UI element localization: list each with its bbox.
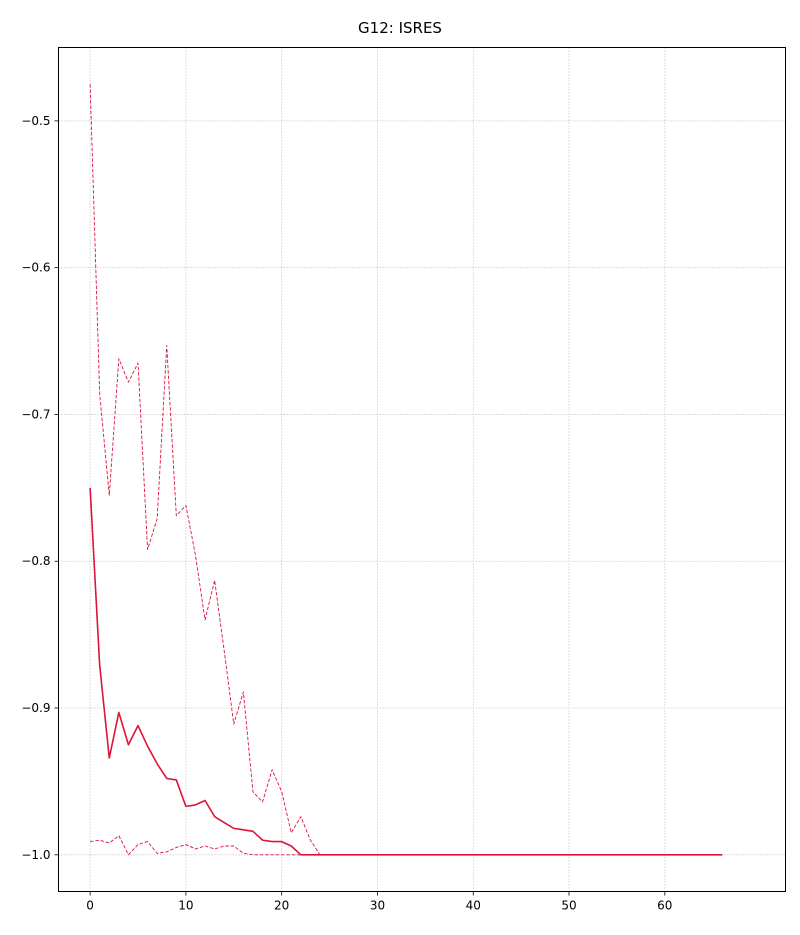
y-tick-label: −0.7 [21,407,50,421]
y-axis: −1.0 −0.9 −0.8 −0.7 −0.6 −0.5 [21,114,59,862]
x-tick-label: 10 [178,899,193,913]
y-tick-label: −0.8 [21,554,50,568]
plot-area-frame [58,47,786,892]
x-tick-label: 0 [86,899,94,913]
series-line-dashed-2 [90,835,723,856]
series-line-dashed-1 [89,84,723,856]
x-tick-label: 30 [370,899,385,913]
x-tick-label: 60 [657,899,672,913]
x-tick-label: 50 [561,899,576,913]
grid-lines [58,47,786,892]
series-line-solid [89,487,723,856]
y-tick-label: −1.0 [21,848,50,862]
chart-title: G12: ISRES [358,19,442,37]
y-tick-label: −0.6 [21,261,50,275]
series-lines [89,84,723,856]
x-tick-label: 20 [274,899,289,913]
y-tick-label: −0.5 [21,114,50,128]
x-tick-label: 40 [466,899,481,913]
x-axis: 0 10 20 30 40 50 60 [86,891,672,913]
y-tick-label: −0.9 [21,701,50,715]
